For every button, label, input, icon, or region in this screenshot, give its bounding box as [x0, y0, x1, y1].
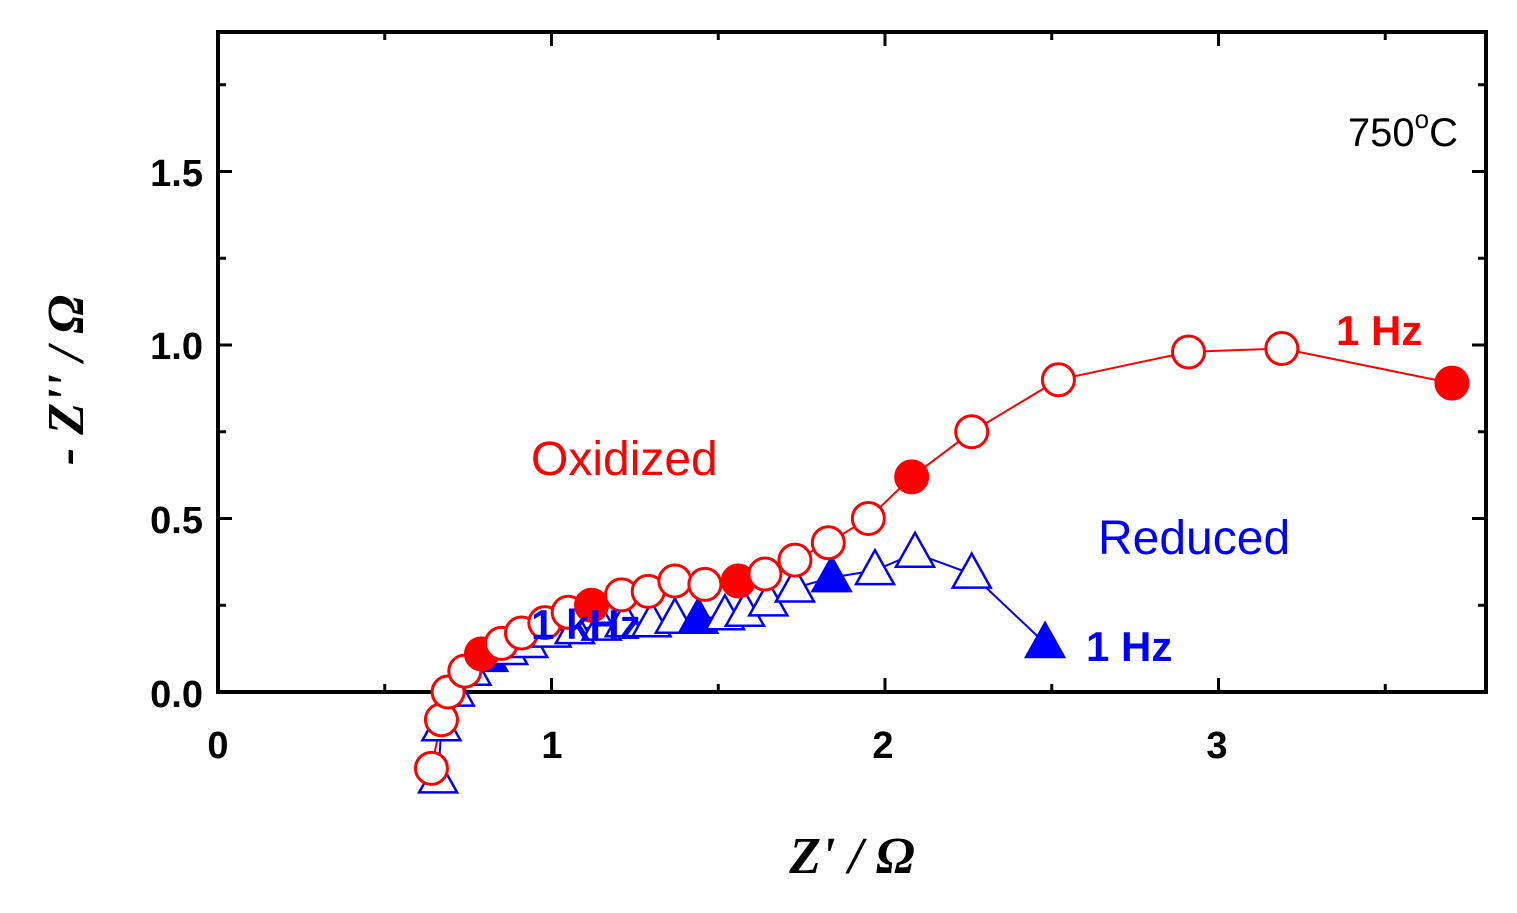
oxidized-point [850, 501, 886, 536]
y-axis-title: - Z'' / Ω [38, 295, 95, 465]
temperature-label: 750oC [1348, 104, 1458, 155]
reduced-1khz-label: 1 kHz [531, 601, 641, 648]
reduced-point [1023, 620, 1067, 659]
x-tick-label-3: 3 [1206, 725, 1227, 767]
reduced-point [853, 547, 897, 586]
reduced-label: Reduced [1098, 512, 1290, 565]
plot-frame [216, 30, 1488, 694]
y-tick-label-2: 1.0 [150, 326, 203, 368]
reduced-point [893, 530, 937, 569]
oxidized-point [687, 566, 723, 602]
axis-ticks [216, 32, 1486, 694]
x-axis-title: Z' / Ω [788, 828, 914, 885]
oxidized-1hz-label: 1 Hz [1336, 307, 1422, 354]
series-layer [413, 330, 1470, 794]
oxidized-point [810, 525, 846, 561]
oxidized-point [657, 563, 693, 599]
x-tick-label-0: 0 [207, 725, 228, 767]
y-tick-label-1: 0.5 [150, 500, 203, 542]
oxidized-point [1040, 362, 1076, 398]
oxidized-label: Oxidized [531, 433, 718, 486]
series-line-oxidized [430, 347, 1453, 769]
oxidized-point [1264, 330, 1300, 366]
reduced-point [950, 551, 993, 589]
reduced-point [603, 599, 647, 638]
oxidized-point [894, 459, 930, 495]
oxidized-point [777, 542, 813, 578]
reduced-1hz-label: 1 Hz [1086, 623, 1172, 670]
y-tick-label-0: 0.0 [150, 674, 203, 716]
temperature-unit: C [1429, 111, 1458, 155]
x-tick-label-1: 1 [541, 725, 562, 767]
reduced-point [810, 554, 853, 593]
y-tick-label-3: 1.5 [150, 153, 203, 195]
oxidized-point [1170, 334, 1206, 370]
oxidized-point [954, 414, 990, 450]
x-tick-label-2: 2 [872, 725, 893, 767]
degree-symbol: o [1415, 104, 1429, 134]
oxidized-point [413, 750, 449, 786]
oxidized-point [1434, 365, 1470, 401]
reduced-point [773, 564, 817, 603]
temperature-value: 750 [1348, 111, 1415, 155]
oxidized-point [747, 556, 783, 592]
